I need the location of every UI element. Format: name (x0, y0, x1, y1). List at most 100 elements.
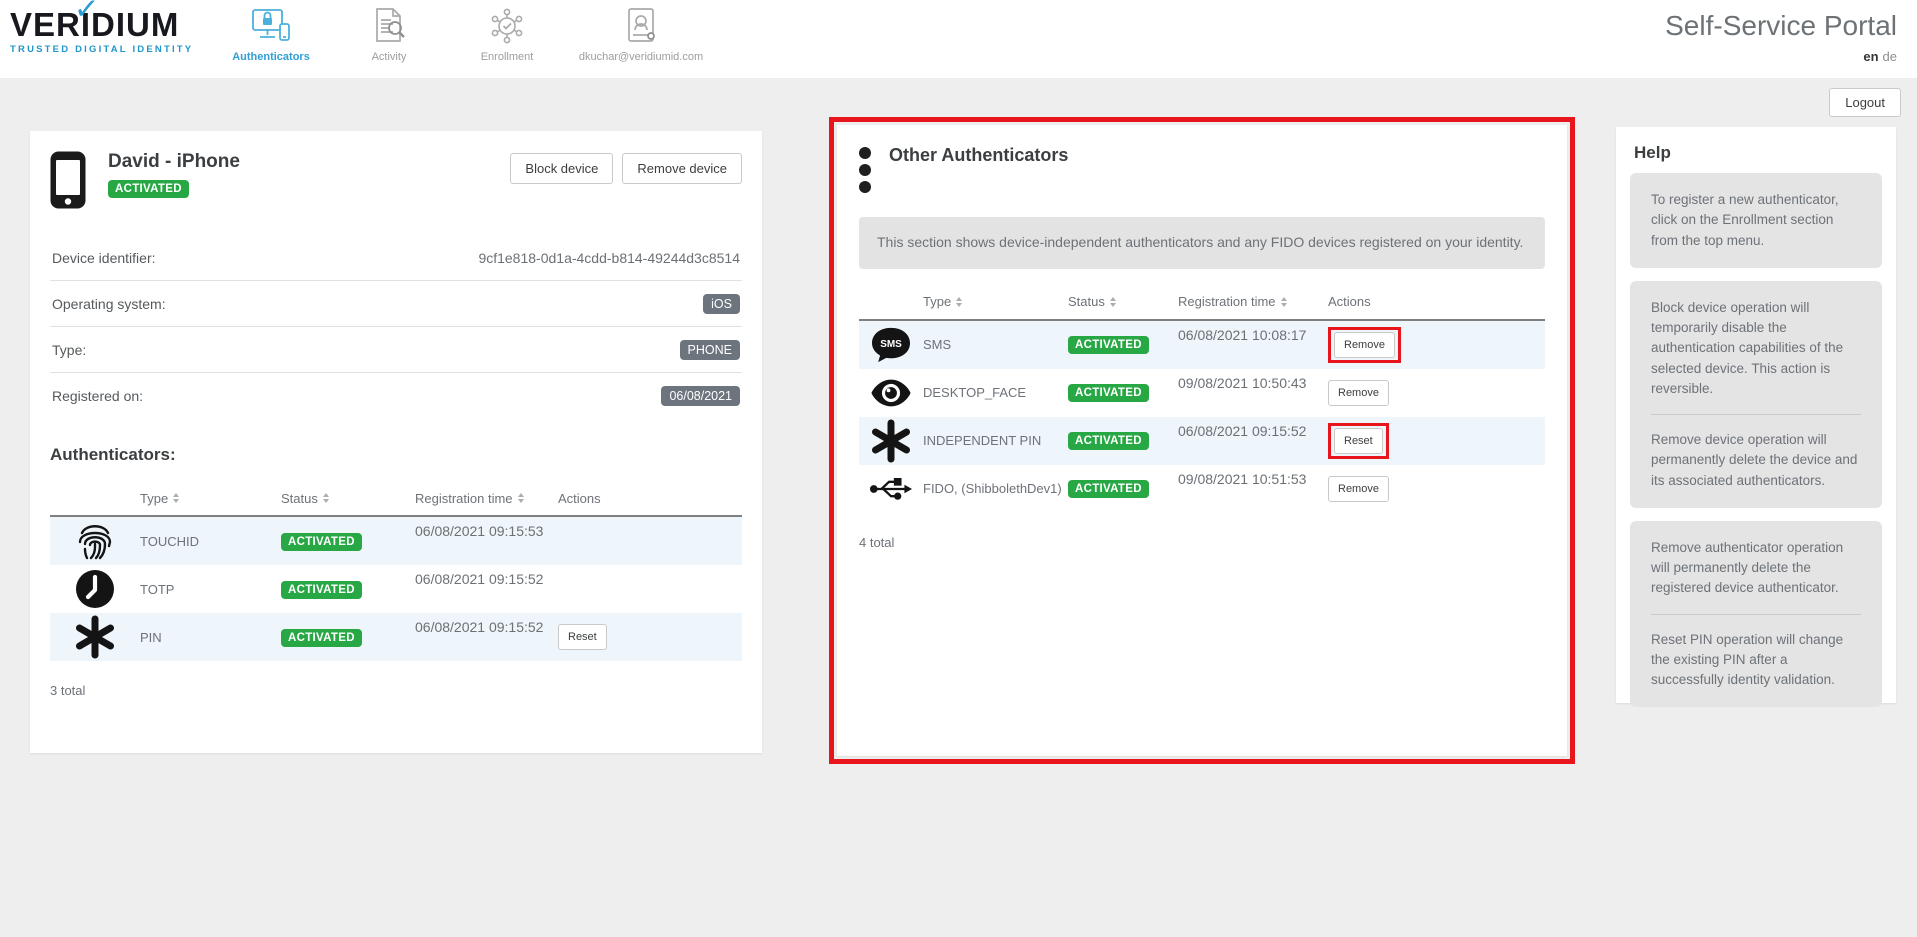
detail-label: Operating system: (52, 295, 166, 312)
nav-item-enrollment[interactable]: Enrollment (448, 5, 566, 63)
main-nav: Authenticators Activity (212, 5, 716, 63)
device-authenticators-table: Type Status Registration time Actions TO… (50, 481, 742, 661)
table-row: DESKTOP_FACE ACTIVATED 09/08/2021 10:50:… (859, 369, 1545, 417)
divider (1651, 613, 1861, 615)
top-header: VER ✓ IDIUM TRUSTED DIGITAL IDENTITY Authe… (0, 0, 1917, 78)
table-row: SMS SMS ACTIVATED 06/08/2021 10:08:17 Re… (859, 320, 1545, 369)
device-title: David - iPhone (108, 151, 240, 172)
nav-item-authenticators[interactable]: Authenticators (212, 5, 330, 63)
fingerprint-icon (50, 520, 140, 562)
page-title: Self-Service Portal (1665, 10, 1897, 41)
reset-pin-button[interactable]: Reset (558, 624, 607, 650)
registration-time: 09/08/2021 10:51:53 (1178, 470, 1307, 487)
nav-label: Activity (371, 51, 407, 63)
clock-icon (50, 569, 140, 609)
remove-authenticator-button[interactable]: Remove (1328, 379, 1389, 406)
detail-label: Type: (52, 341, 87, 358)
sms-icon: SMS (859, 326, 923, 364)
column-header-actions: Actions (558, 490, 601, 506)
registration-time: 06/08/2021 09:15:53 (415, 523, 544, 539)
help-text: Block device operation will temporarily … (1651, 299, 1844, 396)
authenticator-type: TOTP (140, 581, 175, 597)
status-badge: ACTIVATED (281, 532, 362, 551)
info-box: This section shows device-independent au… (859, 217, 1545, 269)
column-header-type[interactable]: Type (923, 294, 1068, 309)
os-badge: iOS (703, 293, 740, 314)
nav-label: Enrollment (480, 51, 534, 63)
total-count: 3 total (50, 683, 86, 698)
help-heading: Help (1634, 143, 1671, 162)
help-text: Reset PIN operation will change the exis… (1651, 631, 1844, 688)
column-header-status[interactable]: Status (281, 491, 415, 506)
registration-time: 06/08/2021 09:15:52 (415, 619, 544, 635)
device-identifier-value: 9cf1e818-0d1a-4cdd-b814-49244d3c8514 (478, 249, 740, 266)
authenticator-type: SMS (923, 337, 952, 353)
annotation-red-frame: Other Authenticators This section shows … (829, 117, 1575, 764)
lang-en[interactable]: en (1863, 49, 1879, 64)
help-text: Remove authenticator operation will perm… (1651, 539, 1844, 596)
nav-item-profile[interactable]: dkuchar@veridiumid.com (566, 5, 716, 63)
table-row: TOUCHID ACTIVATED 06/08/2021 09:15:53 (50, 517, 742, 565)
column-header-actions: Actions (1328, 294, 1371, 310)
help-text: Remove device operation will permanently… (1651, 432, 1858, 488)
eye-icon (859, 378, 923, 408)
detail-row-identifier: Device identifier: 9cf1e818-0d1a-4cdd-b8… (50, 235, 742, 281)
reset-pin-button[interactable]: Reset (1334, 427, 1383, 454)
column-header-time[interactable]: Registration time (415, 491, 558, 506)
nav-label: dkuchar@veridiumid.com (578, 51, 704, 63)
detail-label: Registered on: (52, 388, 144, 404)
nav-label: Authenticators (232, 51, 310, 63)
nav-item-activity[interactable]: Activity (330, 5, 448, 63)
registered-badge: 06/08/2021 (661, 386, 740, 406)
block-device-button[interactable]: Block device (510, 153, 614, 184)
drag-handle-icon[interactable] (859, 145, 871, 193)
brand-tagline: TRUSTED DIGITAL IDENTITY (10, 44, 194, 55)
phone-icon (50, 151, 86, 209)
help-box: Block device operation will temporarily … (1630, 280, 1882, 508)
authenticator-type: INDEPENDENT PIN (923, 433, 1042, 449)
language-switcher: en de (1665, 49, 1897, 64)
detail-row-os: Operating system: iOS (50, 281, 742, 327)
status-badge: ACTIVATED (1068, 432, 1149, 451)
veridium-logo: VER ✓ IDIUM TRUSTED DIGITAL IDENTITY (10, 0, 200, 55)
status-badge: ACTIVATED (1068, 336, 1149, 355)
registration-time: 06/08/2021 09:15:52 (1178, 422, 1307, 439)
logout-button[interactable]: Logout (1829, 88, 1901, 117)
device-status-badge: ACTIVATED (108, 180, 189, 198)
total-count: 4 total (859, 534, 895, 550)
registration-time: 06/08/2021 10:08:17 (1178, 326, 1307, 343)
type-badge: PHONE (679, 339, 740, 360)
registration-time: 09/08/2021 10:50:43 (1178, 374, 1307, 391)
brand-text: VER ✓ IDIUM (10, 0, 200, 41)
column-header-type[interactable]: Type (140, 491, 281, 506)
lang-de[interactable]: de (1882, 49, 1897, 64)
sort-icon (173, 493, 180, 503)
annotation-red-box: Reset (1328, 422, 1389, 459)
authenticator-type: TOUCHID (140, 533, 199, 549)
other-authenticators-table: Type Status Registration time Actions SM… (859, 285, 1545, 513)
table-row: PIN ACTIVATED 06/08/2021 09:15:52 Reset (50, 613, 742, 661)
remove-device-button[interactable]: Remove device (622, 153, 742, 184)
status-badge: ACTIVATED (1068, 384, 1149, 403)
help-box: To register a new authenticator, click o… (1630, 173, 1882, 268)
sort-icon (1109, 296, 1116, 307)
column-header-status[interactable]: Status (1068, 294, 1178, 309)
id-card-icon (566, 5, 716, 47)
status-badge: ACTIVATED (1068, 480, 1149, 499)
detail-row-type: Type: PHONE (50, 327, 742, 373)
registration-time: 06/08/2021 09:15:52 (415, 571, 544, 587)
remove-authenticator-button[interactable]: Remove (1328, 475, 1389, 502)
table-row: INDEPENDENT PIN ACTIVATED 06/08/2021 09:… (859, 416, 1545, 465)
help-box: Remove authenticator operation will perm… (1630, 520, 1882, 708)
other-authenticators-card: Other Authenticators This section shows … (837, 125, 1567, 756)
detail-label: Device identifier: (52, 249, 156, 266)
remove-authenticator-button[interactable]: Remove (1334, 331, 1395, 358)
status-badge: ACTIVATED (281, 580, 362, 599)
authenticator-type: DESKTOP_FACE (923, 385, 1027, 401)
help-panel: Help To register a new authenticator, cl… (1616, 127, 1896, 708)
other-authenticators-heading: Other Authenticators (889, 145, 1069, 165)
asterisk-icon (50, 615, 140, 659)
column-header-time[interactable]: Registration time (1178, 294, 1328, 309)
sort-icon (322, 493, 329, 503)
table-row: FIDO, (ShibbolethDev1) ACTIVATED 09/08/2… (859, 465, 1545, 513)
